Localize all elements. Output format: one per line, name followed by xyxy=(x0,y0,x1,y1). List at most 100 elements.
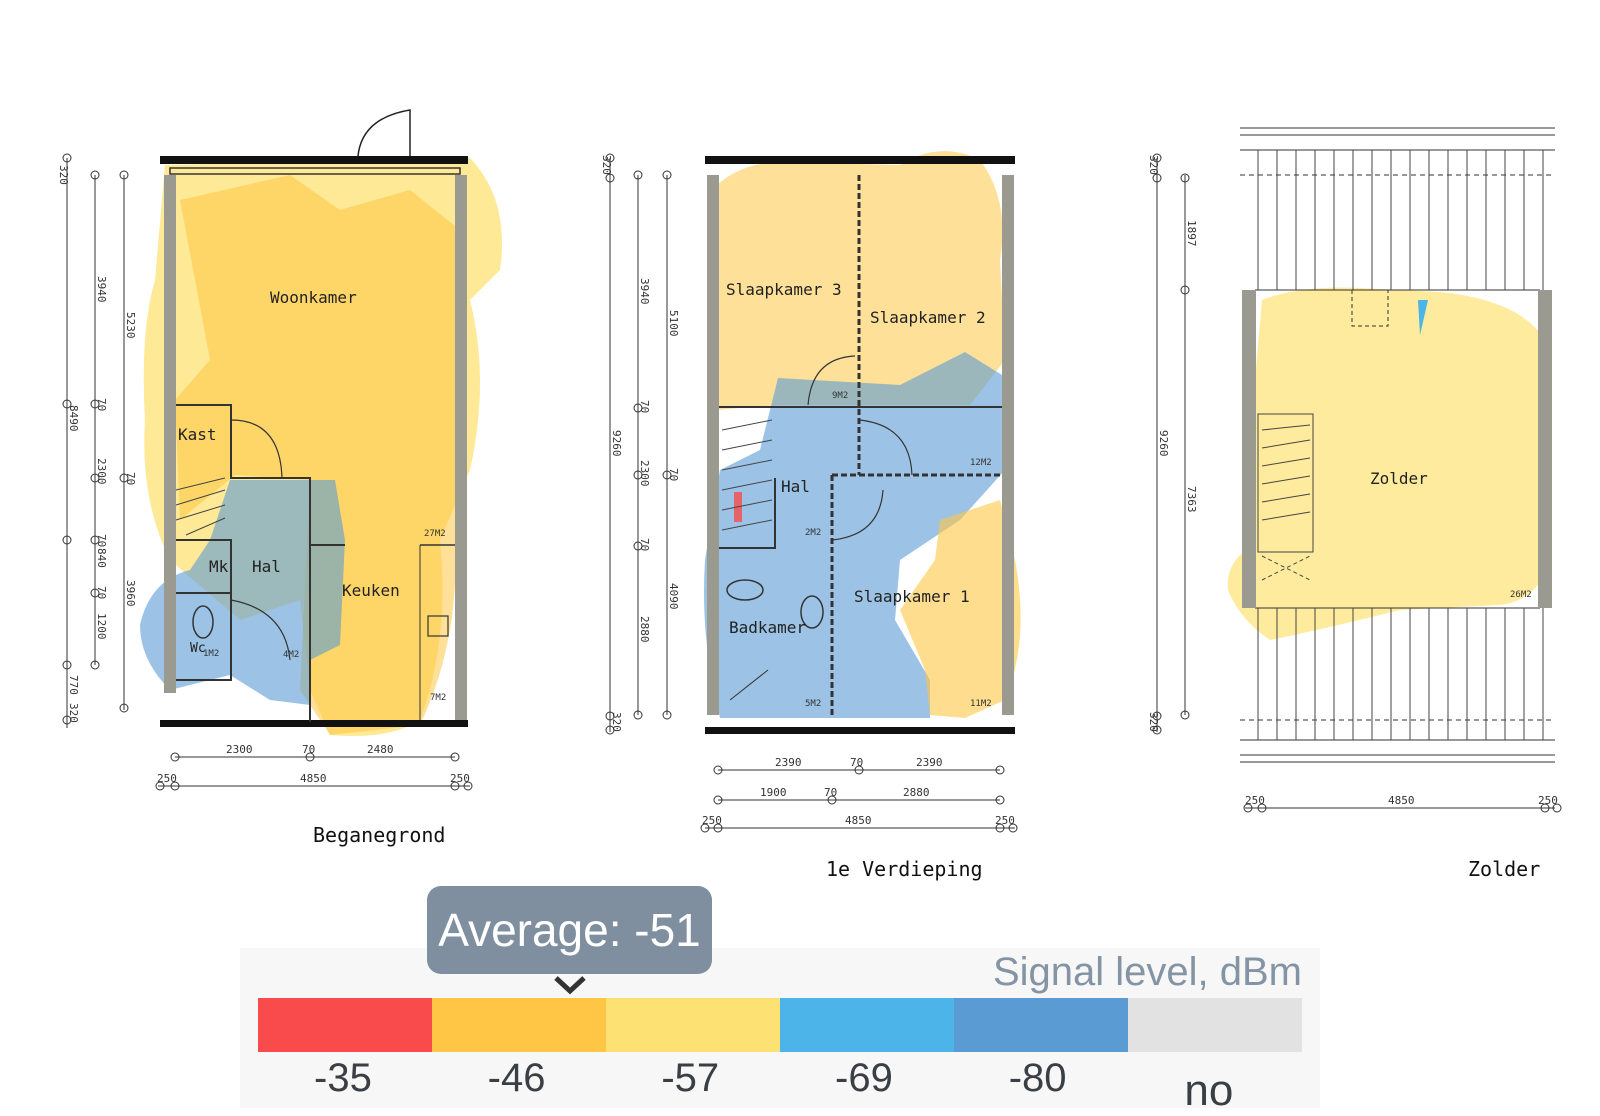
dimension-label: 3960 xyxy=(124,580,137,607)
dimension-label: 320 xyxy=(600,155,613,175)
dimension-label: 2880 xyxy=(903,786,930,799)
dimension-label: 3940 xyxy=(95,276,108,303)
dimension-label: 4850 xyxy=(1388,794,1415,807)
dimension-label: 4090 xyxy=(667,583,680,610)
floor-plans: Woonkamer Kast Hal Mk Keuken Wc 27M2 4M2… xyxy=(57,109,1562,881)
dimension-label: 250 xyxy=(995,814,1015,827)
dimension-label: 2300 xyxy=(226,743,253,756)
dimension-label: 70 xyxy=(302,743,315,756)
legend-label: -35 xyxy=(314,1056,372,1100)
signal-legend: Signal level, dBm -35 -46 -57 -69 -80 no xyxy=(240,948,1320,1115)
room-label: Slaapkamer 3 xyxy=(726,280,842,299)
legend-label: -46 xyxy=(487,1056,546,1100)
dimension-label: 1900 xyxy=(760,786,787,799)
dimension-label: 250 xyxy=(702,814,722,827)
room-label: Badkamer xyxy=(729,618,806,637)
dimension-label: 250 xyxy=(450,772,470,785)
floor-plan-zolder[interactable]: Zolder 26M2 320 1897 9260 7363 320 250 4… xyxy=(1147,127,1562,881)
room-label: Kast xyxy=(178,425,217,444)
dimension-label: 70 xyxy=(667,468,680,481)
legend-color-bar xyxy=(258,998,1302,1052)
legend-swatch xyxy=(432,998,606,1052)
dimension-label: 250 xyxy=(1538,794,1558,807)
dimension-label: 2390 xyxy=(916,756,943,769)
heat-zone-slaapkamer-1 xyxy=(900,500,1021,718)
dimension-label: 320 xyxy=(1147,712,1160,732)
dimension-label: 1200 xyxy=(95,613,108,640)
room-label: Keuken xyxy=(342,581,400,600)
room-label: Wc xyxy=(190,641,206,656)
dimension-label: 320 xyxy=(57,165,70,185)
area-label: 12M2 xyxy=(970,458,992,468)
average-tooltip: Average: -51 xyxy=(427,886,712,974)
dimension-label: 70 xyxy=(638,400,651,413)
legend-swatch xyxy=(780,998,954,1052)
dimension-label: 4850 xyxy=(845,814,872,827)
legend-label: -69 xyxy=(835,1056,893,1100)
dimension-label: 70 xyxy=(638,538,651,551)
dimension-label: 9260 xyxy=(1157,430,1170,457)
dimension-label: 3940 xyxy=(638,278,651,305)
heat-zone-hal xyxy=(140,480,345,705)
legend-swatch xyxy=(954,998,1128,1052)
heat-zone-upper xyxy=(709,151,1005,410)
dimension-label: 70 xyxy=(824,786,837,799)
dimension-label: 4850 xyxy=(300,772,327,785)
room-label: Slaapkamer 2 xyxy=(870,308,986,327)
dimension-label: 5230 xyxy=(124,312,137,339)
dimension-label: 7363 xyxy=(1185,486,1198,513)
legend-label: -80 xyxy=(1008,1056,1067,1100)
chevron-down-icon xyxy=(554,976,586,995)
room-label: Hal xyxy=(781,477,810,496)
legend-label: -57 xyxy=(661,1056,720,1100)
floor-title: Beganegrond xyxy=(313,823,445,847)
dimension-label: 70 xyxy=(95,534,108,547)
dimension-label: 8490 xyxy=(67,405,80,432)
dimension-label: 2880 xyxy=(638,616,651,643)
legend-labels: -35 -46 -57 -69 -80 no xyxy=(258,1056,1302,1116)
dimension-label: 320 xyxy=(1147,155,1160,175)
room-label: Slaapkamer 1 xyxy=(854,587,970,606)
floor-title: 1e Verdieping xyxy=(826,857,983,881)
area-label: 7M2 xyxy=(430,693,446,703)
dimension-label: 320 xyxy=(610,712,623,732)
room-label: Mk xyxy=(209,557,229,576)
area-label: 11M2 xyxy=(970,699,992,709)
legend-swatch xyxy=(258,998,432,1052)
heat-zone-keuken xyxy=(175,175,460,735)
dimension-label: 320 xyxy=(67,703,80,723)
legend-title: Signal level, dBm xyxy=(992,950,1302,994)
floor-title: Zolder xyxy=(1468,857,1540,881)
area-label: 2M2 xyxy=(805,528,821,538)
dimension-label: 2300 xyxy=(638,460,651,487)
area-label: 4M2 xyxy=(283,650,299,660)
floor-plan-beganegrond[interactable]: Woonkamer Kast Hal Mk Keuken Wc 27M2 4M2… xyxy=(57,109,502,847)
dimension-label: 70 xyxy=(95,586,108,599)
dimension-label: 250 xyxy=(1245,794,1265,807)
dimension-label: 70 xyxy=(124,472,137,485)
dimension-label: 70 xyxy=(95,398,108,411)
legend-swatch xyxy=(606,998,780,1052)
dimension-label: 2390 xyxy=(775,756,802,769)
dimension-label: 770 xyxy=(67,675,80,695)
heat-zone-blue xyxy=(704,352,1010,718)
dimension-label: 2480 xyxy=(367,743,394,756)
area-label: 5M2 xyxy=(805,699,821,709)
room-label: Woonkamer xyxy=(270,288,357,307)
dimension-label: 5100 xyxy=(667,310,680,337)
legend-label: no xyxy=(1184,1066,1234,1115)
floor-plan-1e-verdieping[interactable]: Slaapkamer 3 Slaapkamer 2 Hal Badkamer S… xyxy=(600,151,1021,881)
dimension-label: 840 xyxy=(95,548,108,568)
area-label: 1M2 xyxy=(203,649,219,659)
legend-swatch xyxy=(1128,998,1302,1052)
dimension-label: 2300 xyxy=(95,458,108,485)
room-label: Hal xyxy=(252,557,281,576)
dimension-label: 1897 xyxy=(1185,220,1198,247)
dimension-label: 70 xyxy=(850,756,863,769)
dimension-label: 9260 xyxy=(610,430,623,457)
dimension-label: 250 xyxy=(157,772,177,785)
area-label: 9M2 xyxy=(832,391,848,401)
area-label: 26M2 xyxy=(1510,590,1532,600)
room-label: Zolder xyxy=(1370,469,1428,488)
area-label: 27M2 xyxy=(424,529,446,539)
